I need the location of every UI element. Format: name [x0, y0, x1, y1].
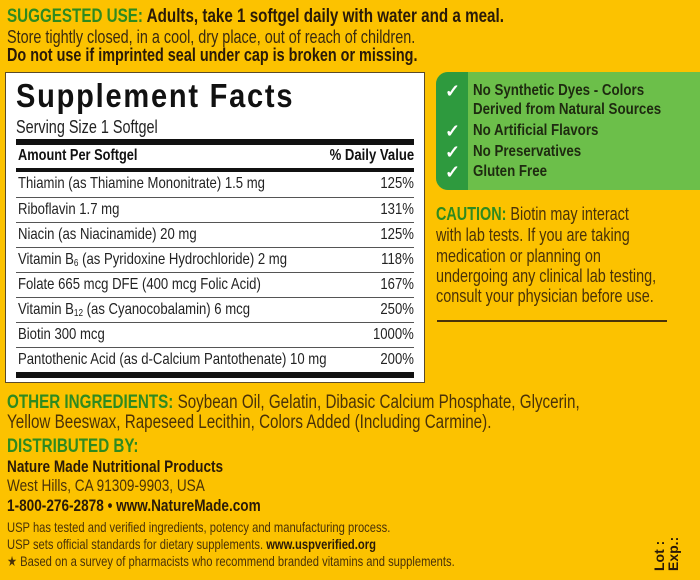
nutrient-daily-value: 125%	[380, 175, 414, 192]
distributor-name: Nature Made Nutritional Products	[7, 457, 224, 476]
distributor-contact[interactable]: 1-800-276-2878 • www.NatureMade.com	[7, 496, 261, 515]
nutrient-row: Niacin (as Niacinamide) 20 mg 125%	[16, 222, 414, 247]
claims-strip	[436, 72, 468, 190]
divider-thick	[16, 139, 414, 145]
serving-size: Serving Size 1 Softgel	[16, 117, 158, 137]
check-icon: ✓	[445, 81, 461, 101]
check-icon: ✓	[445, 142, 461, 162]
other-ingredients: OTHER INGREDIENTS: Soybean Oil, Gelatin,…	[7, 392, 580, 414]
claim-text: Derived from Natural Sources	[473, 101, 662, 118]
nutrient-daily-value: 131%	[380, 201, 414, 218]
other-ingredients-label: OTHER INGREDIENTS:	[7, 392, 174, 413]
col-dv-header: % Daily Value	[329, 147, 414, 164]
lot-exp-block: Lot : Exp.:	[651, 536, 681, 571]
nutrient-daily-value: 1000%	[373, 326, 414, 343]
nutrient-row: Biotin 300 mcg 1000%	[16, 322, 414, 347]
nutrient-daily-value: 200%	[380, 351, 414, 368]
nutrient-daily-value: 167%	[380, 276, 414, 293]
divider-line	[437, 320, 667, 322]
claim-text: No Preservatives	[473, 143, 582, 160]
claim-item: ✓ Gluten Free	[436, 162, 700, 183]
nutrient-row: Pantothenic Acid (as d-Calcium Pantothen…	[16, 347, 414, 372]
claim-text: No Artificial Flavors	[473, 122, 599, 139]
other-ingredients-text: Yellow Beeswax, Rapeseed Lecithin, Color…	[7, 412, 492, 433]
facts-title: Supplement Facts	[16, 77, 295, 114]
distributed-by-label: DISTRIBUTED BY:	[7, 436, 139, 457]
nutrient-daily-value: 250%	[380, 301, 414, 318]
suggested-use-label: SUGGESTED USE:	[7, 6, 143, 27]
exp-label: Exp.:	[665, 536, 681, 571]
nutrient-name: Riboflavin 1.7 mg	[18, 201, 120, 218]
claim-item-continued: Derived from Natural Sources	[436, 101, 700, 121]
nutrient-name: Folate 665 mcg DFE (400 mcg Folic Acid)	[18, 276, 261, 293]
check-icon: ✓	[445, 162, 461, 182]
caution-text: medication or planning on	[436, 246, 601, 266]
nutrient-row: Thiamin (as Thiamine Mononitrate) 1.5 mg…	[16, 172, 414, 196]
claim-item: ✓ No Synthetic Dyes - Colors	[436, 81, 700, 102]
nutrient-name: Niacin (as Niacinamide) 20 mg	[18, 226, 197, 243]
nutrient-daily-value: 125%	[380, 226, 414, 243]
claim-item: ✓ No Preservatives	[436, 142, 700, 163]
nutrient-name: Pantothenic Acid (as d-Calcium Pantothen…	[18, 351, 327, 368]
divider-thick	[16, 168, 414, 172]
nutrient-row: Vitamin B12 (as Cyanocobalamin) 6 mcg 250…	[16, 297, 414, 322]
storage-text: Store tightly closed, in a cool, dry pla…	[7, 27, 416, 47]
col-amount-header: Amount Per Softgel	[18, 147, 138, 164]
caution-text: with lab tests. If you are taking	[436, 225, 630, 245]
nutrient-row: Folate 665 mcg DFE (400 mcg Folic Acid) 1…	[16, 272, 414, 297]
suggested-use: SUGGESTED USE: Adults, take 1 softgel da…	[7, 6, 504, 28]
check-icon: ✓	[445, 121, 461, 141]
caution-text: Biotin may interact	[506, 204, 629, 224]
suggested-use-text: Adults, take 1 softgel daily with water …	[142, 6, 504, 27]
nutrient-name: Thiamin (as Thiamine Mononitrate) 1.5 mg	[18, 175, 265, 192]
seal-warning: Do not use if imprinted seal under cap i…	[7, 45, 418, 65]
claim-item: ✓ No Artificial Flavors	[436, 121, 700, 142]
usp-link[interactable]: www.uspverified.org	[266, 536, 376, 552]
supplement-facts-panel: Supplement Facts Serving Size 1 Softgel …	[5, 72, 425, 383]
claim-text: Gluten Free	[473, 163, 548, 180]
caution-text: undergoing any clinical lab testing,	[436, 266, 657, 286]
usp-text: USP has tested and verified ingredients,…	[7, 519, 391, 535]
other-ingredients-text: Soybean Oil, Gelatin, Dibasic Calcium Ph…	[173, 392, 580, 413]
nutrient-name: Vitamin B6 (as Pyridoxine Hydrochloride)…	[18, 251, 288, 269]
claims-box: ✓ No Synthetic Dyes - Colors Derived from…	[436, 72, 700, 190]
survey-footnote: ★ Based on a survey of pharmacists who r…	[7, 553, 455, 569]
caution-text: consult your physician before use.	[436, 286, 654, 306]
nutrient-daily-value: 118%	[381, 251, 414, 268]
nutrient-name: Biotin 300 mcg	[18, 326, 105, 343]
distributor-address: West Hills, CA 91309-9903, USA	[7, 476, 205, 495]
claim-text: No Synthetic Dyes - Colors	[473, 82, 645, 99]
lot-label: Lot :	[651, 540, 667, 571]
usp-text: USP sets official standards for dietary …	[7, 536, 267, 552]
divider-thick	[16, 372, 414, 378]
caution-label: CAUTION:	[436, 204, 507, 224]
nutrient-row: Riboflavin 1.7 mg 131%	[16, 197, 414, 222]
nutrient-row: Vitamin B6 (as Pyridoxine Hydrochloride)…	[16, 247, 414, 272]
nutrient-name: Vitamin B12 (as Cyanocobalamin) 6 mcg	[18, 301, 251, 319]
